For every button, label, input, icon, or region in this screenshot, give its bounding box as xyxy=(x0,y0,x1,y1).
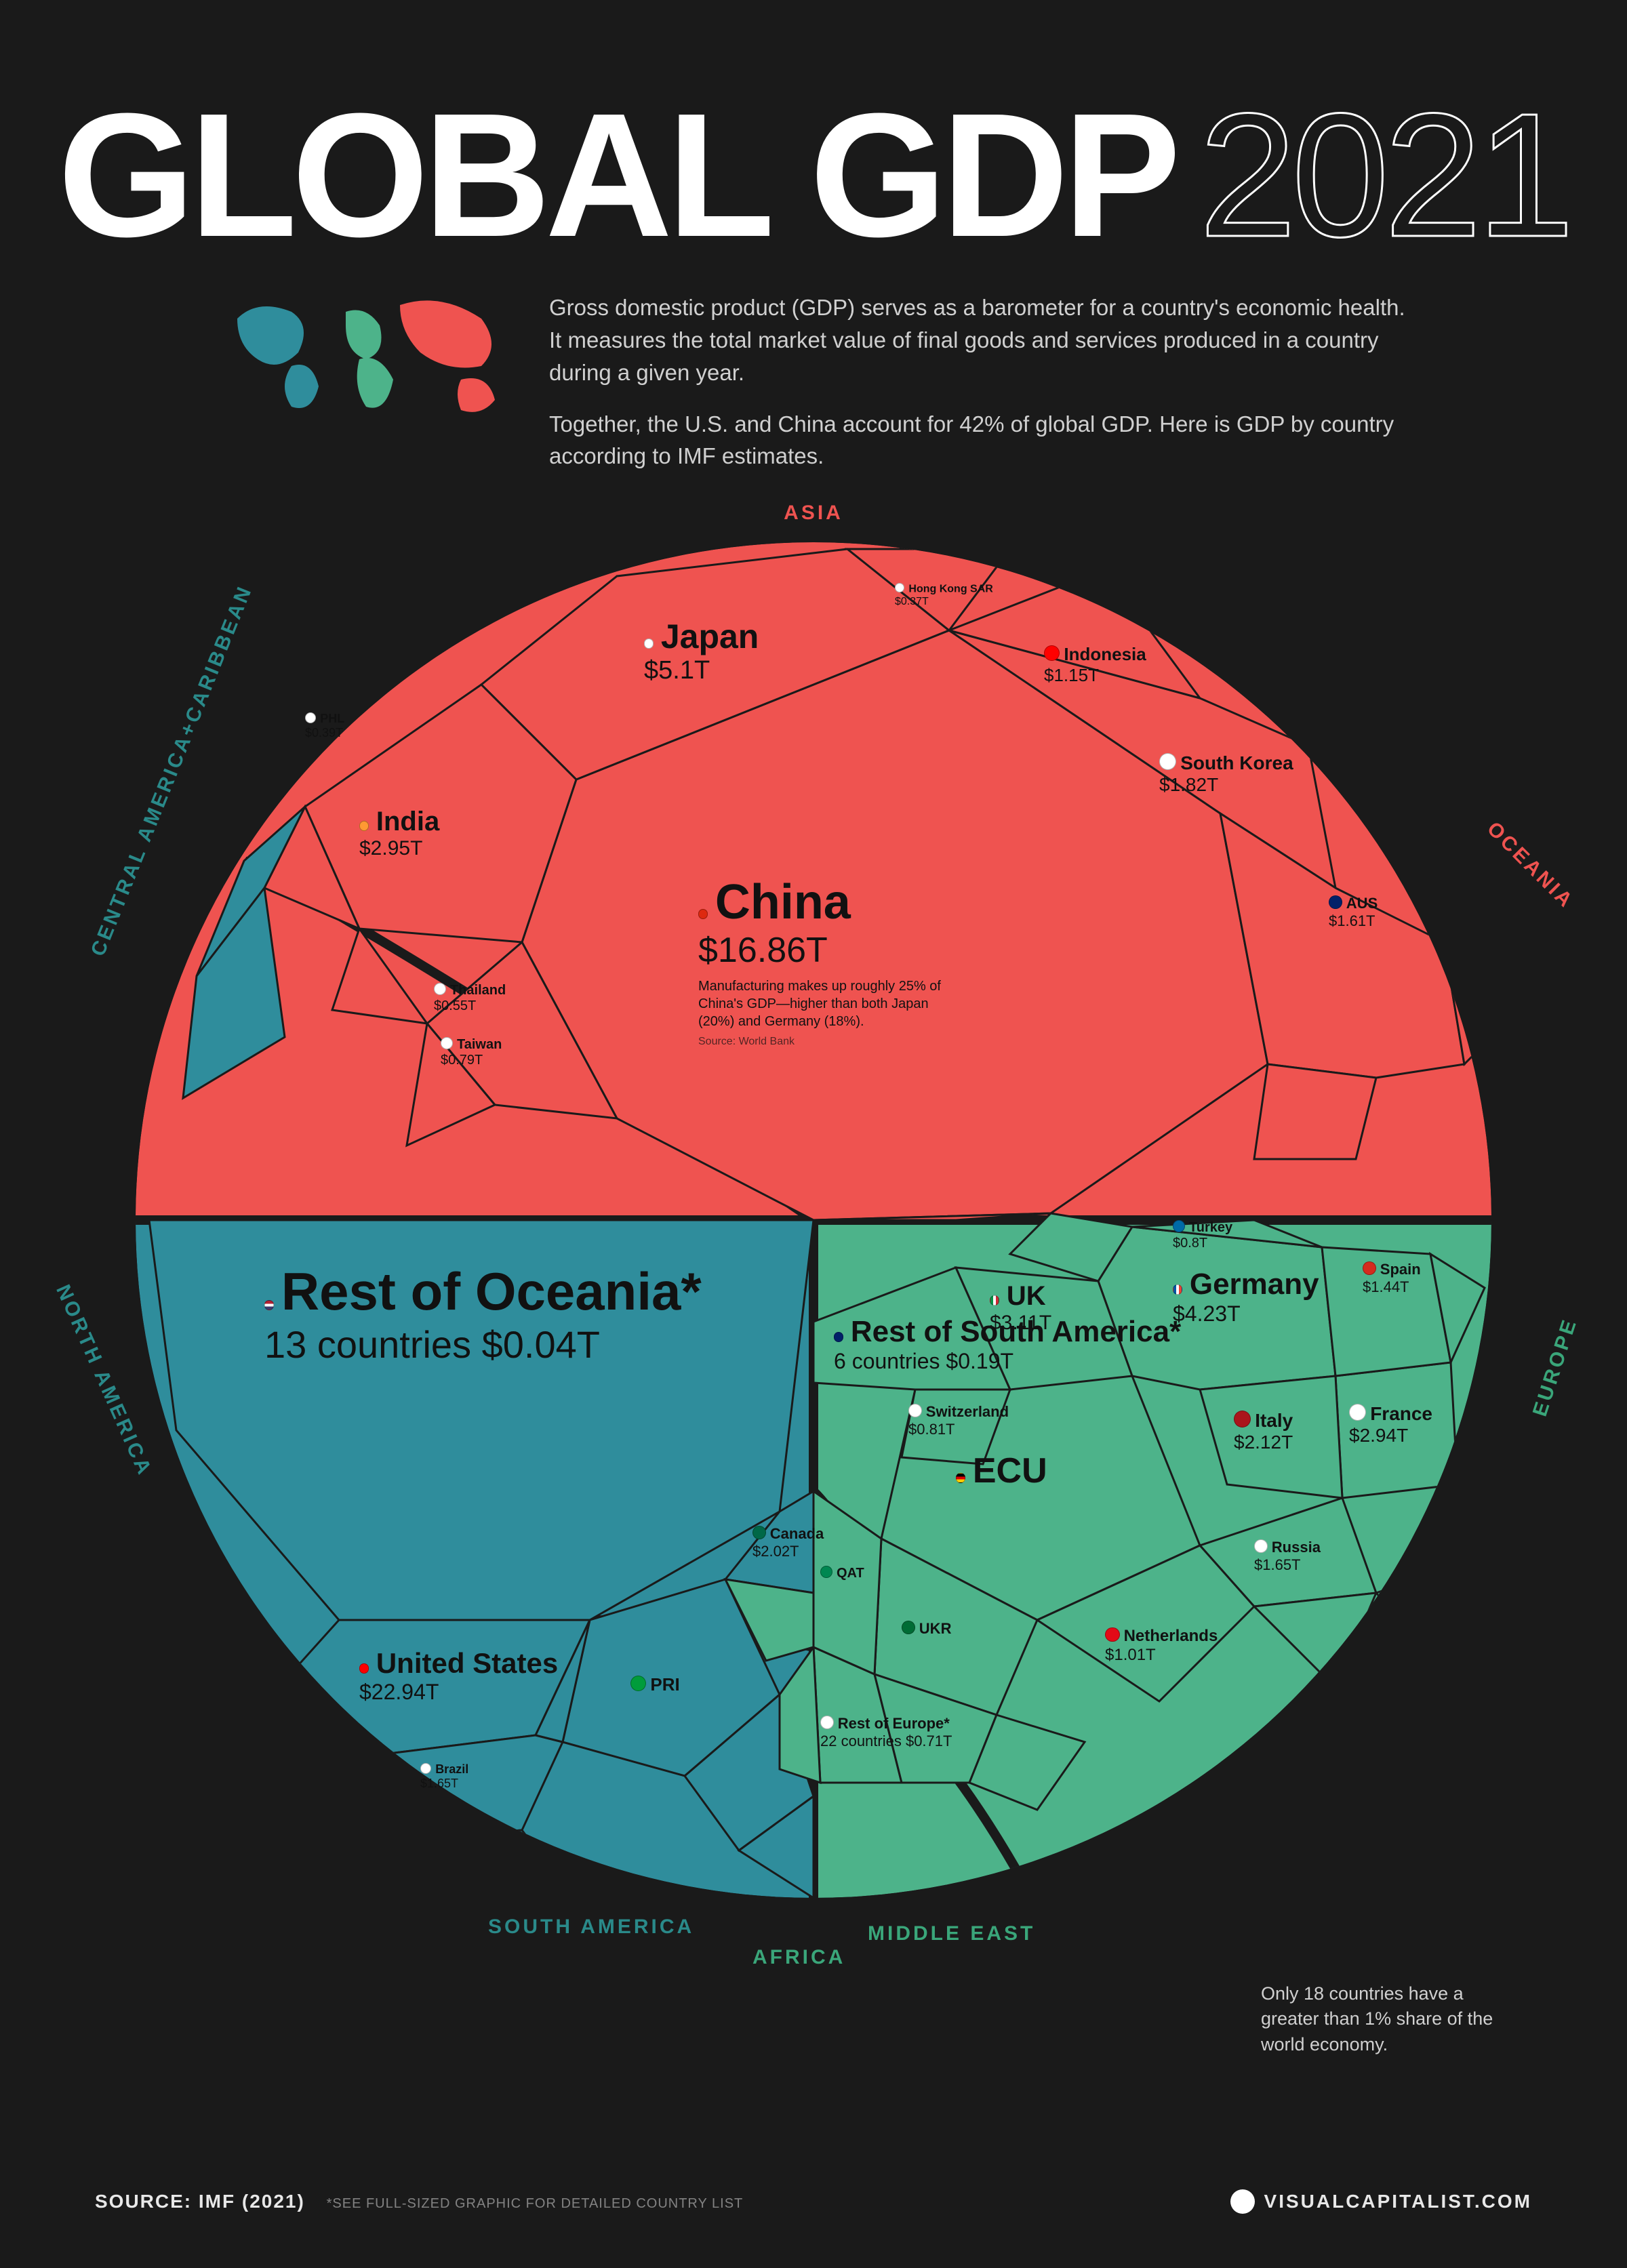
region-label-asia: ASIA xyxy=(784,502,843,525)
region-label-southamerica: SOUTH AMERICA xyxy=(488,1916,694,1939)
voronoi-treemap: ASIA OCEANIA CENTRAL AMERICA+CARIBBEAN N… xyxy=(102,508,1525,1932)
title-main: GLOBAL GDP xyxy=(58,101,1176,251)
intro-p2: Together, the U.S. and China account for… xyxy=(549,408,1424,473)
voronoi-svg xyxy=(102,508,1525,1932)
region-label-middleeast: MIDDLE EAST xyxy=(868,1922,1035,1945)
intro-row: Gross domestic product (GDP) serves as a… xyxy=(224,291,1424,491)
region-label-africa: AFRICA xyxy=(752,1946,845,1969)
footer-brand: VISUALCAPITALIST.COM xyxy=(1230,2189,1532,2214)
footer-fineprint: *SEE FULL-SIZED GRAPHIC FOR DETAILED COU… xyxy=(327,2196,744,2211)
source-label: SOURCE: IMF (2021) xyxy=(95,2191,305,2212)
region-label-europe: EUROPE xyxy=(1529,1315,1582,1419)
mini-world-map-icon xyxy=(224,291,508,427)
title-year: 2021 xyxy=(1199,75,1569,277)
callout-note: Only 18 countries have a greater than 1%… xyxy=(1261,1981,1519,2058)
page-title: GLOBAL GDP 2021 xyxy=(0,75,1627,277)
footer: SOURCE: IMF (2021) *SEE FULL-SIZED GRAPH… xyxy=(95,2189,1532,2214)
intro-text: Gross domestic product (GDP) serves as a… xyxy=(549,291,1424,491)
footer-left: SOURCE: IMF (2021) *SEE FULL-SIZED GRAPH… xyxy=(95,2191,743,2212)
intro-p1: Gross domestic product (GDP) serves as a… xyxy=(549,291,1424,389)
brand-logo-icon xyxy=(1230,2189,1255,2214)
